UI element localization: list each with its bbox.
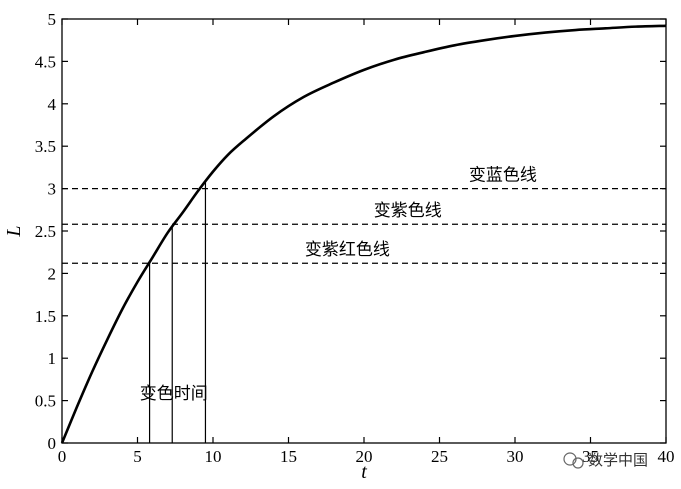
y-tick-label: 2.5 xyxy=(35,222,56,241)
x-tick-label: 30 xyxy=(507,447,524,466)
drop-lines xyxy=(148,181,207,443)
y-tick-label: 2 xyxy=(48,264,57,283)
y-tick-label: 1.5 xyxy=(35,307,56,326)
x-tick-label: 25 xyxy=(431,447,448,466)
y-tick-label: 4.5 xyxy=(35,52,56,71)
y-axis-ticks: 0 0.5 1 1.5 2 2.5 3 3.5 4 4.5 5 xyxy=(35,10,666,453)
x-tick-label: 40 xyxy=(658,447,675,466)
x-axis-ticks: 0 5 10 15 20 25 30 35 40 xyxy=(58,19,675,466)
reference-label-2: 变紫红色线 xyxy=(305,240,390,260)
y-tick-label: 5 xyxy=(48,10,57,29)
series-line xyxy=(60,24,667,444)
annotation-color-change-time: 变色时间 xyxy=(140,384,208,404)
reference-lines xyxy=(62,187,666,264)
watermark-text: 数学中国 xyxy=(588,451,648,469)
y-tick-label: 1 xyxy=(48,349,57,368)
wechat-icon xyxy=(563,452,584,469)
y-tick-label: 3 xyxy=(48,180,57,199)
x-tick-label: 0 xyxy=(58,447,67,466)
y-tick-label: 3.5 xyxy=(35,137,56,156)
x-tick-label: 15 xyxy=(280,447,297,466)
reference-label-0: 变蓝色线 xyxy=(469,166,537,186)
x-tick-label: 5 xyxy=(133,447,142,466)
y-tick-label: 0 xyxy=(48,434,57,453)
plot-frame xyxy=(61,18,667,444)
reference-label-1: 变紫色线 xyxy=(374,201,442,221)
x-tick-label: 10 xyxy=(205,447,222,466)
y-tick-label: 4 xyxy=(48,95,57,114)
x-tick-label: 20 xyxy=(356,447,373,466)
y-tick-label: 0.5 xyxy=(35,392,56,411)
y-axis-label: L xyxy=(3,225,25,237)
x-axis-label: t xyxy=(361,461,367,483)
x-tick-label: 35 xyxy=(582,447,599,466)
watermark: 数学中国 xyxy=(563,451,648,469)
